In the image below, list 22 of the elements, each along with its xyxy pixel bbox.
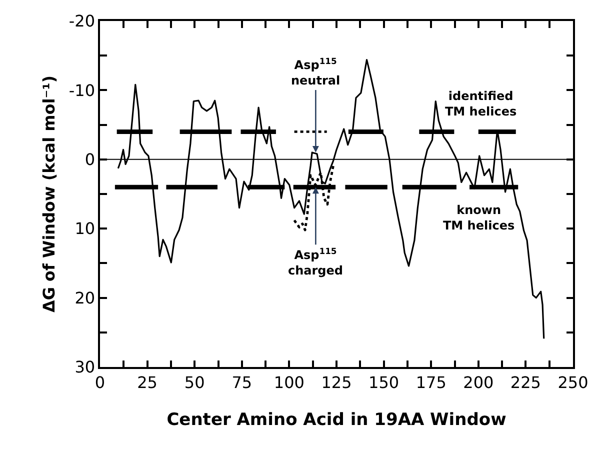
x-tick-label: 75: [232, 372, 252, 392]
y-tick-label: -10: [68, 80, 96, 100]
y-tick-label: 0: [84, 150, 96, 169]
x-tick-label: 25: [137, 372, 158, 392]
x-axis-title: Center Amino Acid in 19AA Window: [166, 410, 507, 430]
y-tick-label: 20: [74, 288, 96, 308]
x-tick-label: 50: [184, 372, 205, 392]
series-label: known TM helices: [443, 203, 515, 233]
annotation: Asp$^{115}$ charged: [288, 246, 343, 278]
x-tick-label: 150: [368, 372, 400, 392]
y-tick-label: 10: [74, 219, 96, 238]
y-tick-label: 30: [74, 358, 96, 377]
series-label: identified TM helices: [445, 89, 517, 119]
x-tick-label: 100: [274, 372, 304, 392]
x-tick-label: 125: [321, 372, 352, 392]
y-axis-title: ΔG of Window (kcal mol⁻¹): [39, 75, 58, 313]
x-tick-label: 175: [416, 372, 446, 392]
x-tick-label: 200: [463, 372, 494, 392]
annotation: Asp$^{115}$ neutral: [291, 56, 340, 88]
x-tick-label: 225: [510, 372, 541, 392]
x-tick-label: 250: [558, 372, 588, 392]
y-tick-label: -20: [68, 12, 96, 31]
